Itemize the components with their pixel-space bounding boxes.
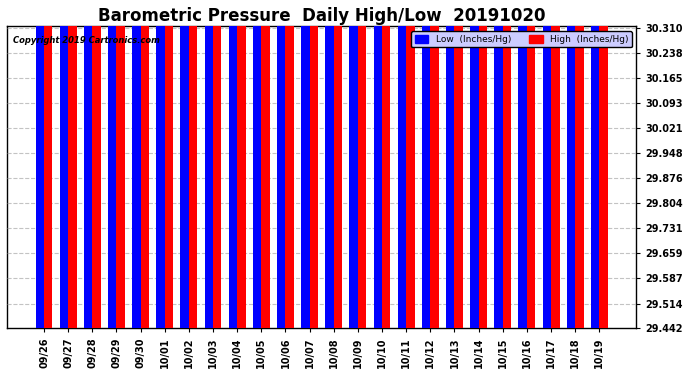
Bar — [600, 0, 608, 328]
Bar — [406, 0, 415, 328]
Bar — [108, 0, 117, 328]
Bar — [132, 0, 141, 328]
Bar — [262, 0, 270, 328]
Bar — [397, 0, 406, 328]
Bar — [204, 0, 213, 328]
Bar — [156, 0, 165, 328]
Bar — [277, 0, 286, 328]
Bar — [141, 0, 149, 328]
Bar — [518, 0, 527, 328]
Bar — [551, 0, 560, 328]
Bar — [310, 0, 318, 328]
Bar — [494, 0, 503, 328]
Bar — [44, 0, 52, 328]
Bar — [117, 0, 125, 328]
Bar — [455, 0, 463, 328]
Bar — [470, 0, 479, 328]
Text: Copyright 2019 Cartronics.com: Copyright 2019 Cartronics.com — [13, 36, 160, 45]
Bar — [566, 0, 575, 328]
Bar — [349, 0, 358, 328]
Title: Barometric Pressure  Daily High/Low  20191020: Barometric Pressure Daily High/Low 20191… — [98, 7, 545, 25]
Bar — [382, 0, 391, 328]
Bar — [542, 0, 551, 328]
Bar — [479, 0, 487, 328]
Bar — [180, 0, 189, 328]
Bar — [213, 0, 221, 328]
Bar — [84, 0, 92, 328]
Legend: Low  (Inches/Hg), High  (Inches/Hg): Low (Inches/Hg), High (Inches/Hg) — [411, 31, 632, 47]
Bar — [36, 0, 44, 328]
Bar — [286, 0, 294, 328]
Bar — [373, 0, 382, 328]
Bar — [189, 0, 197, 328]
Bar — [301, 0, 310, 328]
Bar — [591, 0, 600, 328]
Bar — [228, 0, 237, 328]
Bar — [431, 0, 439, 328]
Bar — [92, 0, 101, 328]
Bar — [527, 0, 535, 328]
Bar — [422, 0, 431, 328]
Bar — [334, 0, 342, 328]
Bar — [503, 0, 511, 328]
Bar — [358, 0, 366, 328]
Bar — [446, 0, 455, 328]
Bar — [60, 0, 68, 328]
Bar — [325, 0, 334, 328]
Bar — [575, 0, 584, 328]
Bar — [237, 0, 246, 328]
Bar — [253, 0, 262, 328]
Bar — [165, 0, 173, 328]
Bar — [68, 0, 77, 328]
